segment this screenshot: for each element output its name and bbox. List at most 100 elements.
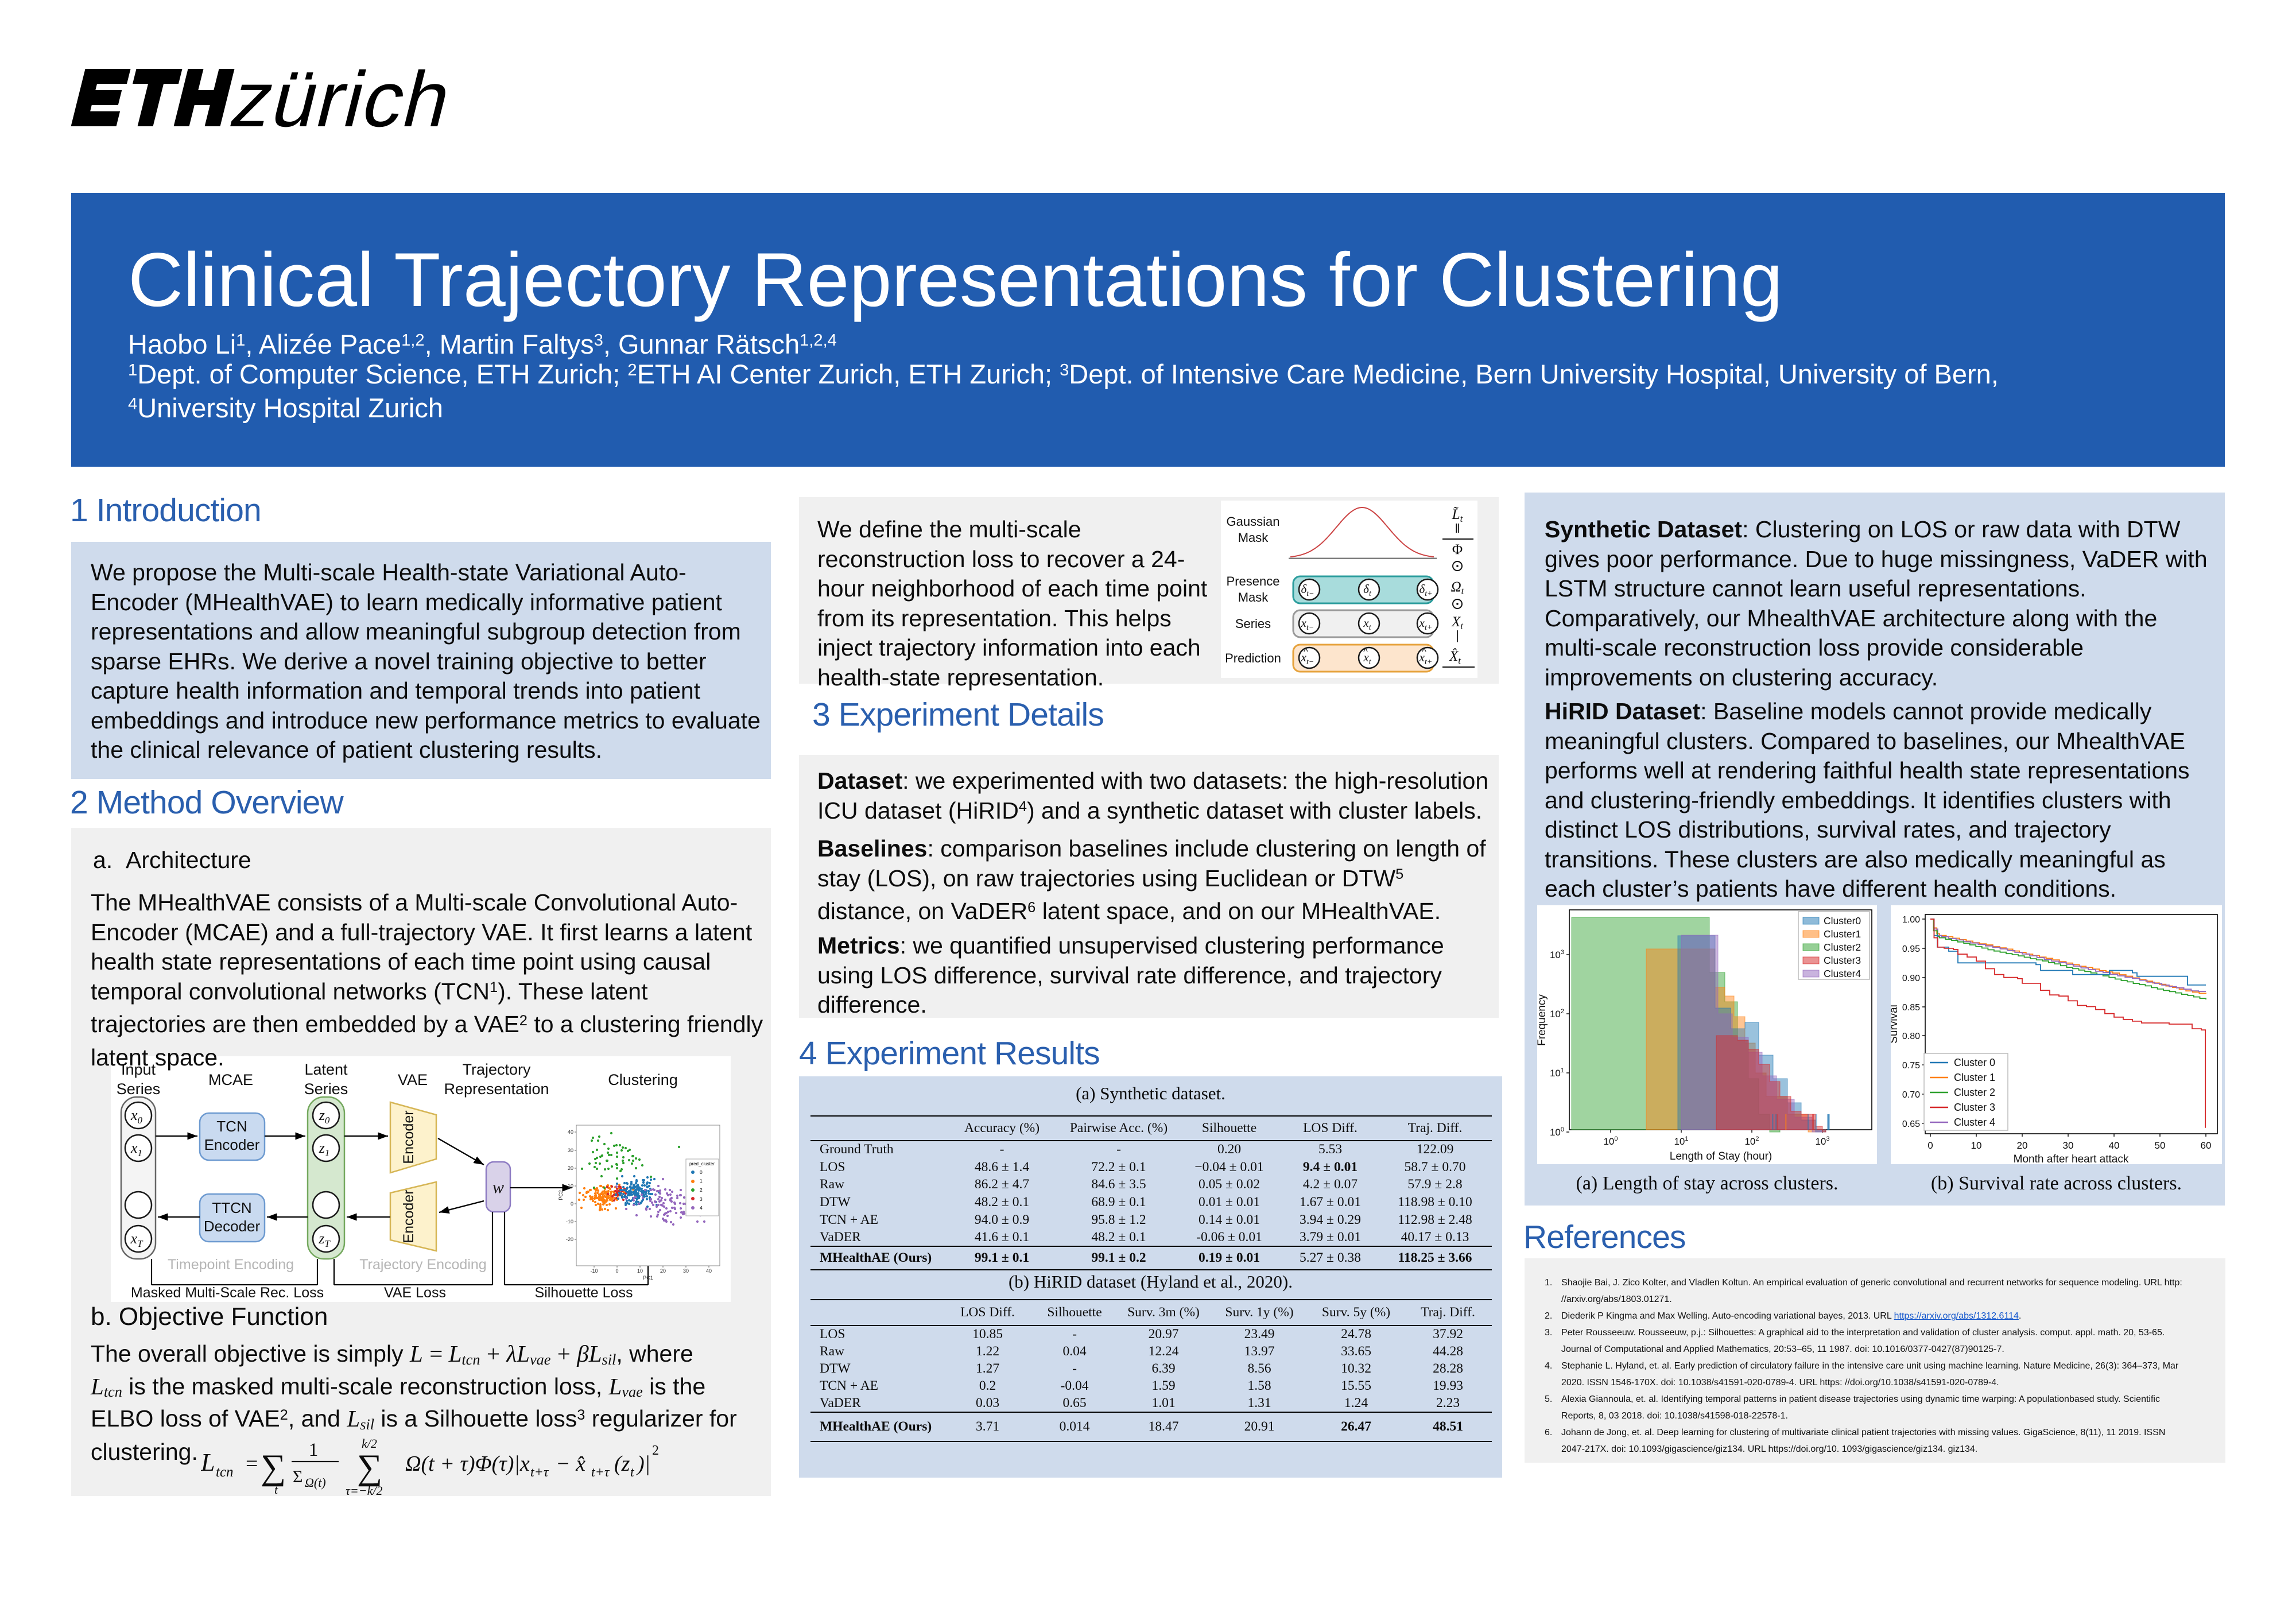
svg-text:Ω(t): Ω(t) bbox=[305, 1475, 326, 1490]
svg-text:Input: Input bbox=[121, 1061, 156, 1078]
svg-text:Σ: Σ bbox=[293, 1467, 302, 1486]
svg-text:101: 101 bbox=[1550, 1067, 1564, 1079]
svg-text:Cluster 3: Cluster 3 bbox=[1954, 1102, 1995, 1113]
svg-text:Length of Stay (hour): Length of Stay (hour) bbox=[1670, 1150, 1773, 1162]
svg-text:Mask: Mask bbox=[1238, 530, 1269, 545]
svg-text:Survival: Survival bbox=[1891, 1005, 1900, 1044]
svg-text:TTCN: TTCN bbox=[212, 1199, 251, 1216]
svg-text:(z: (z bbox=[614, 1452, 630, 1476]
svg-text:Clustering: Clustering bbox=[608, 1071, 678, 1088]
svg-text:^: ^ bbox=[1422, 647, 1426, 657]
svg-text:103: 103 bbox=[1550, 949, 1564, 960]
svg-text:4: 4 bbox=[700, 1205, 703, 1211]
svg-text:Frequency: Frequency bbox=[1537, 994, 1548, 1046]
svg-text:Representation: Representation bbox=[444, 1080, 549, 1098]
svg-text:Cluster 1: Cluster 1 bbox=[1954, 1072, 1995, 1083]
svg-text:∑: ∑ bbox=[261, 1448, 286, 1487]
svg-text:Ω(t + τ)Φ(τ)|x: Ω(t + τ)Φ(τ)|x bbox=[405, 1452, 530, 1476]
svg-text:PC2: PC2 bbox=[558, 1190, 564, 1200]
svg-text:0.65: 0.65 bbox=[1902, 1119, 1920, 1129]
svg-text:20: 20 bbox=[2017, 1140, 2028, 1151]
svg-text:2: 2 bbox=[652, 1443, 659, 1458]
svg-text:3: 3 bbox=[700, 1196, 703, 1202]
svg-text:0.95: 0.95 bbox=[1902, 944, 1920, 954]
svg-text:0.85: 0.85 bbox=[1902, 1003, 1920, 1013]
svg-text:Mask: Mask bbox=[1238, 590, 1269, 604]
svg-text:20: 20 bbox=[568, 1165, 573, 1171]
svg-text:20: 20 bbox=[660, 1268, 666, 1274]
svg-text:60: 60 bbox=[2201, 1140, 2212, 1151]
svg-text:Prediction: Prediction bbox=[1225, 651, 1281, 665]
svg-text:Timepoint Encoding: Timepoint Encoding bbox=[168, 1257, 294, 1273]
svg-text:Cluster 2: Cluster 2 bbox=[1954, 1087, 1995, 1098]
svg-text:^: ^ bbox=[1363, 647, 1368, 657]
svg-text:1.00: 1.00 bbox=[1902, 915, 1920, 925]
svg-text:Cluster4: Cluster4 bbox=[1824, 968, 1861, 979]
svg-text:0.80: 0.80 bbox=[1902, 1032, 1920, 1041]
svg-text:VAE: VAE bbox=[398, 1071, 428, 1088]
svg-text:30: 30 bbox=[2063, 1140, 2074, 1151]
svg-text:VAE Loss: VAE Loss bbox=[384, 1285, 446, 1301]
svg-text:Φ: Φ bbox=[1452, 542, 1463, 557]
svg-text:Cluster1: Cluster1 bbox=[1824, 928, 1861, 940]
svg-text:Ωt: Ωt bbox=[1451, 579, 1465, 596]
svg-text:Cluster 0: Cluster 0 bbox=[1954, 1057, 1995, 1068]
svg-text:30: 30 bbox=[683, 1268, 689, 1274]
svg-text:τ=−k/2: τ=−k/2 bbox=[346, 1483, 382, 1498]
svg-text:Series: Series bbox=[304, 1080, 348, 1098]
svg-text:t+τ: t+τ bbox=[591, 1465, 610, 1480]
svg-text:100: 100 bbox=[1550, 1126, 1564, 1138]
svg-text:40: 40 bbox=[706, 1268, 712, 1274]
svg-text:1: 1 bbox=[700, 1178, 703, 1184]
svg-text:zürich: zürich bbox=[223, 68, 461, 129]
svg-text:102: 102 bbox=[1550, 1008, 1564, 1020]
svg-text:|: | bbox=[1456, 628, 1459, 642]
svg-text:-20: -20 bbox=[566, 1237, 573, 1242]
svg-text:Cluster0: Cluster0 bbox=[1824, 915, 1861, 927]
svg-text:Latent: Latent bbox=[304, 1061, 348, 1078]
svg-text:)|: )| bbox=[636, 1452, 650, 1476]
svg-text:L: L bbox=[201, 1448, 215, 1476]
svg-text:Cluster3: Cluster3 bbox=[1824, 955, 1861, 966]
svg-text:10: 10 bbox=[568, 1183, 573, 1189]
svg-text:TCN: TCN bbox=[216, 1118, 247, 1135]
svg-text:102: 102 bbox=[1744, 1135, 1759, 1147]
svg-text:30: 30 bbox=[568, 1148, 573, 1153]
svg-text:Decoder: Decoder bbox=[204, 1218, 261, 1235]
svg-text:‖: ‖ bbox=[1455, 521, 1460, 536]
svg-text:X̂t: X̂t bbox=[1449, 648, 1461, 666]
svg-text:Silhouette Loss: Silhouette Loss bbox=[535, 1285, 633, 1301]
svg-text:0: 0 bbox=[1927, 1140, 1933, 1151]
svg-text:Cluster2: Cluster2 bbox=[1824, 941, 1861, 953]
svg-text:Encoder: Encoder bbox=[401, 1189, 417, 1243]
svg-text:tcn: tcn bbox=[216, 1464, 234, 1480]
svg-text:k/2: k/2 bbox=[362, 1436, 377, 1451]
svg-text:^: ^ bbox=[1304, 647, 1308, 657]
svg-text:0.75: 0.75 bbox=[1902, 1061, 1920, 1071]
svg-text:1: 1 bbox=[309, 1440, 319, 1460]
svg-text:Masked Multi-Scale Rec. Loss: Masked Multi-Scale Rec. Loss bbox=[131, 1285, 324, 1301]
svg-text:Encoder: Encoder bbox=[204, 1136, 260, 1153]
svg-text:Month after heart attack: Month after heart attack bbox=[2014, 1153, 2129, 1164]
svg-text:0.70: 0.70 bbox=[1902, 1090, 1920, 1100]
svg-text:0: 0 bbox=[700, 1169, 703, 1175]
svg-text:Trajectory Encoding: Trajectory Encoding bbox=[359, 1257, 486, 1273]
svg-text:50: 50 bbox=[2155, 1140, 2166, 1151]
svg-text:Series: Series bbox=[1235, 617, 1271, 631]
svg-text:103: 103 bbox=[1815, 1135, 1829, 1147]
svg-text:0: 0 bbox=[571, 1201, 573, 1207]
svg-text:Trajectory: Trajectory bbox=[462, 1061, 531, 1078]
svg-text:t+τ: t+τ bbox=[530, 1465, 549, 1480]
svg-text:Encoder: Encoder bbox=[401, 1110, 417, 1164]
svg-text:0: 0 bbox=[615, 1268, 618, 1274]
svg-text:PC1: PC1 bbox=[643, 1275, 653, 1281]
svg-text:=: = bbox=[246, 1452, 258, 1476]
svg-text:∑: ∑ bbox=[357, 1448, 382, 1487]
svg-text:10: 10 bbox=[1971, 1140, 1982, 1151]
svg-text:-10: -10 bbox=[590, 1268, 598, 1274]
svg-text:Gaussian: Gaussian bbox=[1227, 514, 1280, 529]
svg-text:101: 101 bbox=[1674, 1135, 1688, 1147]
svg-text:-10: -10 bbox=[566, 1219, 573, 1224]
svg-text:2: 2 bbox=[700, 1187, 703, 1193]
svg-text:MCAE: MCAE bbox=[208, 1071, 253, 1088]
